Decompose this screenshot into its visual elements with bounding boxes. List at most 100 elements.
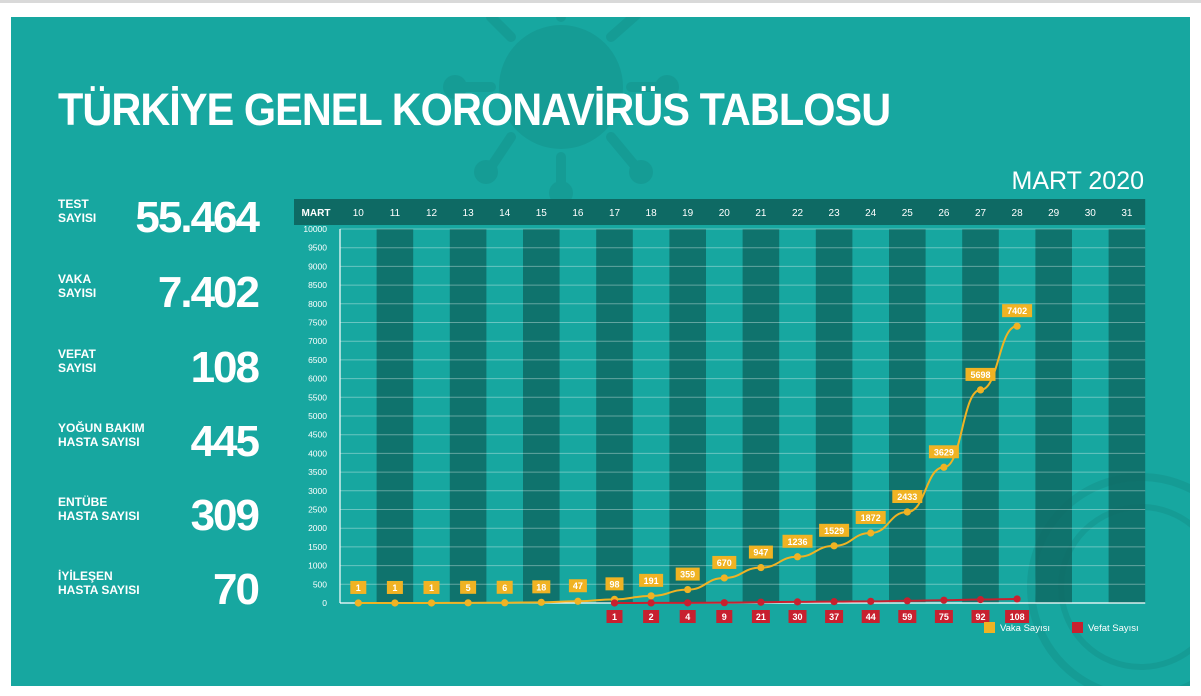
death-point <box>976 595 985 604</box>
y-tick-label: 5000 <box>308 411 327 421</box>
case-label-box <box>855 510 886 524</box>
x-tick-label: 22 <box>792 208 804 219</box>
y-tick-label: 5500 <box>308 392 327 402</box>
x-tick-label: 14 <box>499 208 511 219</box>
y-tick-label: 9000 <box>308 261 327 271</box>
case-data-label: 191 <box>644 576 659 586</box>
x-tick-label: 29 <box>1048 208 1060 219</box>
y-tick-label: 4500 <box>308 430 327 440</box>
case-label-box <box>748 545 773 559</box>
case-point <box>830 542 838 550</box>
case-data-label: 18 <box>536 582 546 592</box>
stat-value: 108 <box>190 343 260 392</box>
stat-label: VAKA SAYISI <box>58 272 97 300</box>
x-tick-label: 10 <box>353 208 365 219</box>
case-data-label: 1529 <box>824 526 844 536</box>
y-tick-label: 500 <box>313 579 327 589</box>
case-label-box <box>639 573 664 587</box>
x-tick-label: 23 <box>829 208 841 219</box>
x-tick-label: 19 <box>682 208 694 219</box>
death-point <box>903 597 911 605</box>
y-tick-label: 4000 <box>308 448 327 458</box>
legend-death-swatch <box>1072 622 1083 633</box>
column-stripe <box>815 229 853 603</box>
column-stripe <box>1108 229 1146 603</box>
death-point <box>1013 595 1021 603</box>
x-axis-label: MART <box>302 208 331 219</box>
column-stripe <box>742 229 780 603</box>
case-label-box <box>568 579 587 593</box>
virus-decoration-icon <box>443 17 679 205</box>
case-label-box <box>423 580 440 594</box>
infographic-panel: TÜRKİYE GENEL KORONAVİRÜS TABLOSU MART 2… <box>11 17 1190 686</box>
column-stripe <box>376 229 414 603</box>
x-tick-label: 31 <box>1121 208 1133 219</box>
column-stripe <box>889 229 926 603</box>
y-tick-label: 1500 <box>308 542 327 552</box>
case-point <box>427 599 436 607</box>
case-label-box <box>605 577 624 591</box>
stat-label: VEFAT SAYISI <box>58 347 97 375</box>
y-tick-label: 8500 <box>308 280 327 290</box>
x-tick-label: 18 <box>646 208 658 219</box>
month-label: MART 2020 <box>1011 167 1144 195</box>
death-label-box <box>679 610 696 623</box>
case-data-label: 47 <box>573 581 583 591</box>
x-tick-label: 25 <box>902 208 914 219</box>
case-data-label: 5 <box>466 583 471 593</box>
case-data-label: 359 <box>680 570 695 580</box>
stat-label: YOĞUN BAKIM HASTA SAYISI <box>58 421 145 449</box>
case-point <box>793 553 802 561</box>
case-point <box>574 597 582 605</box>
y-tick-label: 9500 <box>308 243 327 253</box>
y-tick-label: 6500 <box>308 355 327 365</box>
y-tick-label: 3500 <box>308 467 327 477</box>
x-tick-label: 30 <box>1085 208 1097 219</box>
death-point <box>940 596 948 604</box>
y-tick-label: 7500 <box>308 318 327 328</box>
x-tick-label: 16 <box>572 208 584 219</box>
case-label-box <box>496 580 513 594</box>
death-data-label: 108 <box>1010 612 1025 622</box>
death-label-box <box>643 610 660 623</box>
case-point <box>867 529 875 537</box>
x-tick-label: 21 <box>755 208 767 219</box>
stat-label: İYİLEŞEN HASTA SAYISI <box>58 569 140 597</box>
y-tick-label: 2500 <box>308 505 327 515</box>
case-data-label: 5698 <box>970 370 990 380</box>
case-label-box <box>460 580 477 594</box>
death-data-label: 75 <box>939 612 949 622</box>
death-point <box>610 599 619 607</box>
case-data-label: 7402 <box>1007 306 1027 316</box>
case-label-box <box>782 534 813 548</box>
column-stripe <box>449 229 487 603</box>
stat-cases: VAKA SAYISI 7.402 <box>58 268 260 332</box>
death-data-label: 37 <box>829 612 839 622</box>
case-label-box <box>350 580 367 594</box>
stat-recovered: İYİLEŞEN HASTA SAYISI 70 <box>58 565 260 629</box>
case-point <box>757 563 765 572</box>
y-tick-label: 8000 <box>308 299 327 309</box>
y-tick-label: 2000 <box>308 523 327 533</box>
death-label-box <box>751 610 770 623</box>
case-data-label: 1 <box>392 583 397 593</box>
death-data-label: 1 <box>612 612 617 622</box>
case-point <box>903 508 911 516</box>
death-label-box <box>825 610 844 623</box>
stat-intubated: ENTÜBE HASTA SAYISI 309 <box>58 491 260 555</box>
case-point <box>976 386 985 394</box>
case-data-label: 6 <box>502 583 507 593</box>
case-point <box>354 599 362 607</box>
column-stripe <box>596 229 633 603</box>
death-data-label: 92 <box>975 612 985 622</box>
stat-icu: YOĞUN BAKIM HASTA SAYISI 445 <box>58 417 260 481</box>
stat-label: TEST SAYISI <box>58 197 97 225</box>
legend-death-label: Vefat Sayısı <box>1088 623 1139 634</box>
case-point <box>501 599 509 607</box>
case-point <box>537 598 545 606</box>
chart-header-band <box>294 199 1146 225</box>
y-tick-label: 10000 <box>303 224 327 234</box>
stat-value: 55.464 <box>135 193 260 242</box>
case-point <box>940 463 948 471</box>
case-point <box>720 574 728 582</box>
